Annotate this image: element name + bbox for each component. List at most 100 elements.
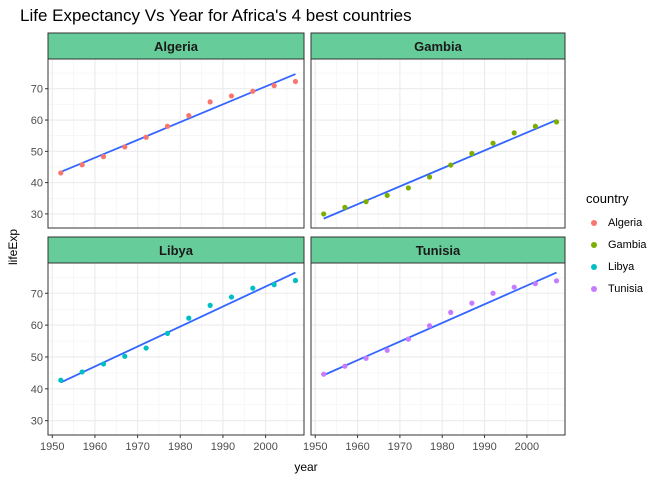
strip-label-libya: Libya: [159, 243, 194, 258]
legend-key-tunisia: [586, 281, 602, 297]
facet-gambia: Gambia: [310, 32, 566, 229]
data-point-tunisia-2002: [532, 281, 538, 287]
data-point-gambia-1972: [405, 185, 411, 191]
chart-title: Life Expectancy Vs Year for Africa's 4 b…: [20, 6, 412, 25]
data-point-gambia-1952: [321, 211, 327, 217]
data-point-libya-1962: [100, 361, 107, 367]
data-point-gambia-1967: [384, 192, 390, 199]
facet-tunisia: Tunisia 1950 1960 1970 1980 1990 2000: [303, 236, 566, 453]
data-point-libya-1972: [143, 345, 149, 351]
data-point-tunisia-1997: [511, 284, 517, 290]
data-point-algeria-2002: [271, 83, 277, 89]
legend-item-gambia: Gambia: [586, 234, 647, 256]
y-tick-label-30: 30: [31, 416, 43, 428]
trend-line-tunisia: [323, 271, 557, 376]
data-point-tunisia-1957: [342, 363, 348, 369]
data-point-algeria-1957: [79, 162, 85, 168]
data-point-libya-1997: [250, 285, 256, 291]
y-tick-label-50: 50: [31, 146, 43, 158]
legend-item-tunisia: Tunisia: [586, 278, 647, 300]
legend: country Algeria Gambia Libya Tunisia: [586, 191, 647, 300]
legend-key-libya: [586, 259, 602, 275]
legend-marker-gambia: [591, 242, 597, 248]
data-point-gambia-1987: [469, 150, 475, 157]
y-tick-label-70: 70: [31, 84, 43, 96]
legend-label-libya: Libya: [608, 261, 635, 273]
legend-items: Algeria Gambia Libya Tunisia: [586, 212, 647, 300]
panel-bg-algeria: [48, 59, 304, 228]
data-point-tunisia-1982: [448, 309, 454, 315]
data-point-tunisia-1952: [321, 371, 327, 377]
data-point-libya-2002: [271, 282, 277, 288]
data-point-algeria-1987: [207, 99, 213, 105]
data-point-tunisia-1967: [384, 347, 390, 353]
legend-item-algeria: Algeria: [586, 212, 647, 234]
data-point-tunisia-1972: [405, 336, 411, 342]
x-tick-label-1970: 1970: [125, 441, 149, 453]
x-tick-label-2000: 2000: [515, 441, 539, 453]
y-tick-label-70: 70: [31, 288, 43, 300]
panel-border-tunisia: [310, 262, 566, 436]
data-point-gambia-1992: [490, 140, 496, 146]
legend-label-gambia: Gambia: [608, 239, 647, 251]
legend-marker-algeria: [591, 220, 597, 226]
x-tick-label-1950: 1950: [303, 441, 327, 453]
y-axis-title: lifeExp: [6, 229, 20, 265]
data-point-algeria-1977: [164, 123, 171, 129]
data-point-libya-1952: [58, 377, 64, 383]
data-point-tunisia-2007: [553, 278, 560, 284]
strip-label-algeria: Algeria: [154, 39, 199, 54]
legend-marker-libya: [591, 264, 597, 270]
y-tick-label-50: 50: [31, 352, 43, 364]
x-tick-label-1970: 1970: [388, 441, 412, 453]
data-point-gambia-1997: [511, 130, 517, 136]
x-tick-label-1990: 1990: [211, 441, 235, 453]
x-tick-label-1990: 1990: [472, 441, 496, 453]
x-axis-title: year: [294, 460, 317, 474]
data-point-gambia-2007: [553, 119, 560, 125]
data-point-algeria-1962: [100, 154, 107, 160]
legend-key-gambia: [586, 237, 602, 253]
x-tick-label-2000: 2000: [253, 441, 277, 453]
data-point-gambia-1977: [426, 174, 433, 180]
legend-title: country: [586, 191, 629, 206]
facet-libya: Libya 30 40 50 60 70 1950 1960 1970 1980 1990 2000: [31, 236, 305, 453]
data-point-tunisia-1977: [426, 323, 433, 329]
legend-item-libya: Libya: [586, 256, 647, 278]
trend-line-algeria: [60, 73, 296, 173]
legend-label-algeria: Algeria: [608, 217, 643, 229]
y-tick-label-60: 60: [31, 115, 43, 127]
strip-algeria: [47, 32, 305, 60]
data-point-algeria-2007: [292, 78, 299, 85]
panel-border-gambia: [310, 58, 566, 229]
panel-bg-libya: [48, 263, 304, 435]
panel-border-algeria: [47, 58, 305, 229]
y-tick-label-60: 60: [31, 320, 43, 332]
panel-bg-gambia: [311, 59, 565, 228]
strip-tunisia: [310, 236, 566, 264]
data-point-tunisia-1962: [363, 355, 369, 361]
data-point-algeria-1952: [58, 170, 64, 176]
data-point-algeria-1967: [122, 144, 128, 150]
x-tick-label-1980: 1980: [168, 441, 192, 453]
data-point-algeria-1992: [228, 93, 235, 99]
x-tick-label-1980: 1980: [430, 441, 454, 453]
data-point-tunisia-1987: [469, 300, 475, 306]
trend-line-gambia: [323, 119, 557, 220]
data-point-algeria-1972: [143, 134, 149, 140]
strip-label-gambia: Gambia: [414, 39, 462, 54]
x-tick-label-1960: 1960: [345, 441, 369, 453]
strip-label-tunisia: Tunisia: [416, 243, 461, 258]
y-tick-label-40: 40: [31, 384, 43, 396]
legend-marker-tunisia: [591, 286, 597, 292]
trend-line-libya: [60, 271, 296, 384]
x-tick-label-1950: 1950: [40, 441, 64, 453]
data-point-gambia-1962: [363, 199, 369, 205]
panel-bg-tunisia: [311, 263, 565, 435]
data-point-libya-1982: [186, 315, 192, 321]
strip-libya: [47, 236, 305, 264]
legend-label-tunisia: Tunisia: [608, 283, 644, 295]
panel-border-libya: [47, 262, 305, 436]
